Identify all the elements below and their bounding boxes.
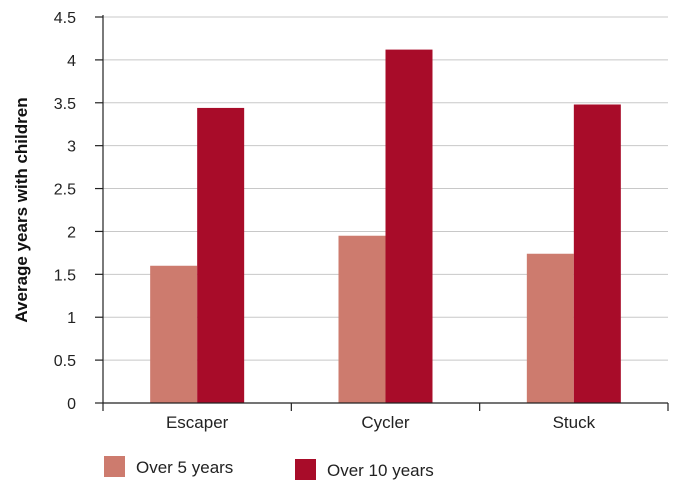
x-tick-label-escaper: Escaper — [166, 413, 229, 432]
x-tick-label-cycler: Cycler — [361, 413, 410, 432]
y-tick-label: 1.5 — [54, 267, 76, 284]
legend-label-over-5-years: Over 5 years — [136, 458, 233, 477]
y-tick-label: 0.5 — [54, 353, 76, 370]
bar-stuck-over-10-years — [573, 104, 621, 403]
bar-cycler-over-10-years — [385, 49, 433, 404]
bar-cycler-over-5-years — [338, 235, 386, 403]
y-tick-label: 1 — [67, 310, 76, 327]
bar-escaper-over-10-years — [197, 107, 245, 404]
x-tick-label-stuck: Stuck — [553, 413, 596, 432]
y-axis-label: Average years with children — [12, 97, 31, 322]
y-tick-label: 2.5 — [54, 182, 76, 199]
y-tick-label: 3 — [67, 139, 76, 156]
y-tick-label: 4 — [67, 53, 76, 70]
y-tick-label: 4.5 — [54, 10, 76, 27]
legend-label-over-10-years: Over 10 years — [327, 461, 434, 480]
y-tick-label: 3.5 — [54, 96, 76, 113]
y-tick-label: 2 — [67, 224, 76, 241]
x-tick-labels: Escaper Cycler Stuck — [166, 413, 596, 432]
axes — [95, 15, 669, 411]
bar-escaper-over-5-years — [150, 265, 198, 403]
bar-stuck-over-5-years — [526, 253, 574, 403]
legend: Over 5 years Over 10 years — [104, 456, 434, 480]
bars — [150, 49, 621, 404]
legend-swatch-over-10-years — [295, 459, 316, 480]
legend-swatch-over-5-years — [104, 456, 125, 477]
y-tick-labels: 0 0.5 1 1.5 2 2.5 3 3.5 4 4.5 — [54, 10, 76, 413]
y-tick-label: 0 — [67, 396, 76, 413]
